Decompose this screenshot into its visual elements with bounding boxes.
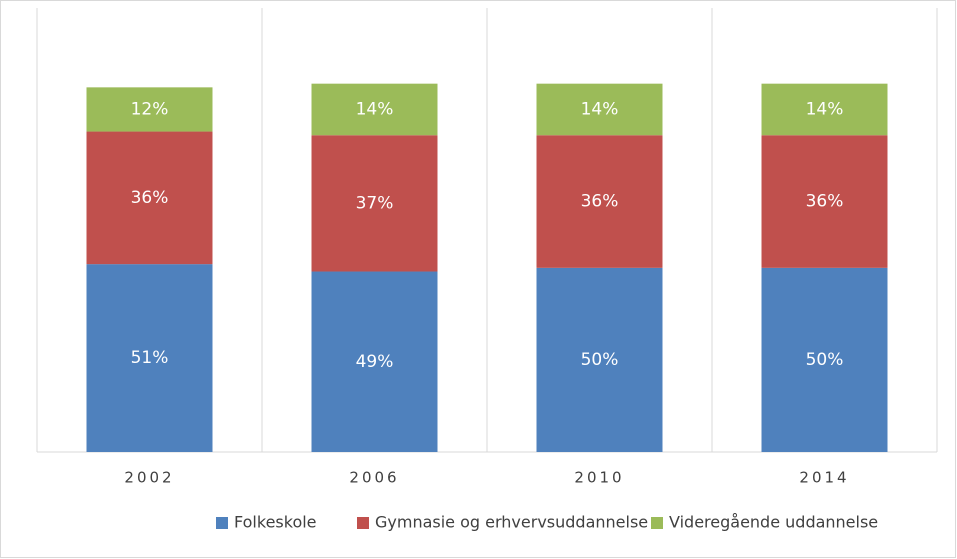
legend-swatch (216, 517, 228, 529)
bar-segment (761, 267, 888, 452)
data-label: 50% (581, 350, 619, 370)
data-label: 49% (356, 352, 394, 372)
bar-segment (536, 267, 663, 452)
x-tick-label: 2002 (124, 469, 174, 487)
bar-segment (311, 83, 438, 136)
bar-segment (761, 83, 888, 136)
x-tick-label: 2006 (349, 469, 399, 487)
bar-segment (536, 83, 663, 136)
data-label: 12% (131, 99, 169, 119)
bar-segment (536, 135, 663, 268)
x-tick-label: 2010 (574, 469, 624, 487)
data-label: 14% (356, 99, 394, 119)
data-label: 14% (581, 99, 619, 119)
data-label: 14% (806, 99, 844, 119)
data-label: 51% (131, 348, 169, 368)
data-label: 36% (806, 192, 844, 212)
legend-label: Videregående uddannelse (669, 513, 878, 532)
legend-swatch (357, 517, 369, 529)
bar-segment (311, 271, 438, 452)
legend-label: Gymnasie og erhvervsuddannelse (375, 513, 648, 532)
bar-segment (761, 135, 888, 268)
bar-segment (86, 131, 213, 265)
bar-segment (86, 264, 213, 452)
legend-label: Folkeskole (234, 513, 317, 532)
data-label: 36% (131, 188, 169, 208)
data-label: 50% (806, 350, 844, 370)
data-label: 37% (356, 193, 394, 213)
x-tick-label: 2014 (799, 469, 849, 487)
data-label: 36% (581, 192, 619, 212)
bar-segment (311, 135, 438, 272)
bar-segment (86, 87, 213, 132)
legend-swatch (651, 517, 663, 529)
